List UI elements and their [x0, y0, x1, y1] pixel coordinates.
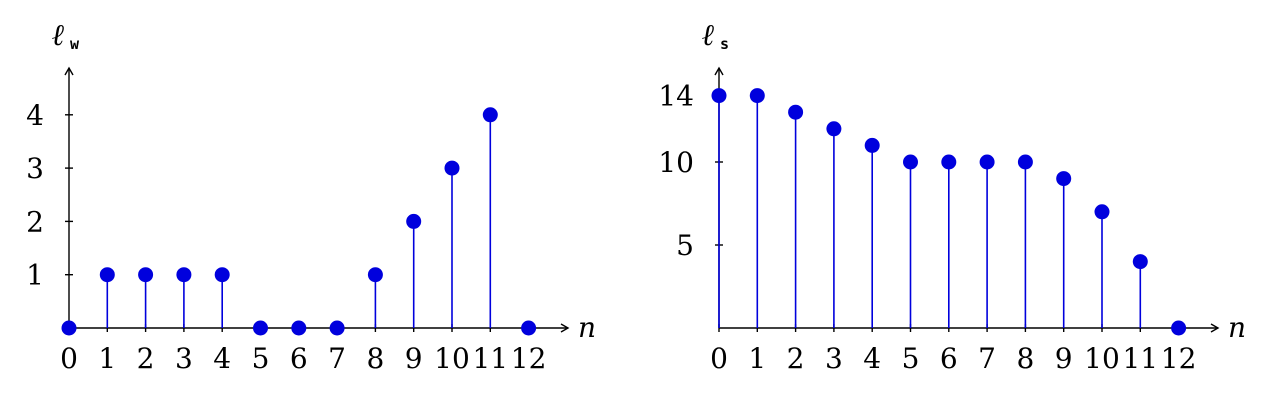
data-point: [406, 213, 422, 229]
x-axis-arrow: [1210, 323, 1220, 333]
x-tick-label: 7: [328, 342, 346, 375]
data-point: [1094, 204, 1110, 220]
x-tick-label: 2: [137, 342, 155, 375]
y-tick-label: 2: [26, 205, 44, 238]
data-point: [941, 154, 957, 170]
data-point: [1056, 171, 1072, 187]
data-point: [138, 267, 154, 283]
x-tick-label: 0: [60, 342, 78, 375]
x-tick-label: 4: [863, 342, 881, 375]
x-tick-label: 3: [175, 342, 193, 375]
data-point: [788, 104, 804, 120]
x-tick-label: 6: [940, 342, 958, 375]
y-tick-label: 3: [26, 152, 44, 185]
x-tick-label: 5: [252, 342, 270, 375]
y-axis-label: ℓ: [52, 18, 65, 53]
x-tick-label: 12: [511, 342, 547, 375]
data-point: [979, 154, 995, 170]
data-point: [711, 88, 727, 104]
x-axis-label: n: [578, 311, 596, 344]
data-point: [1171, 320, 1187, 336]
data-point: [903, 154, 918, 170]
x-tick-label: 4: [213, 342, 231, 375]
x-tick-label: 11: [472, 342, 508, 375]
y-axis-label-subscript: w: [70, 35, 80, 53]
y-axis-label-subscript: s: [720, 35, 729, 53]
x-tick-label: 1: [748, 342, 766, 375]
data-point: [1017, 154, 1033, 170]
data-point: [1132, 254, 1148, 270]
data-point: [864, 137, 880, 153]
data-point: [749, 88, 765, 104]
x-tick-label: 5: [902, 342, 920, 375]
y-tick-label: 5: [676, 229, 694, 262]
data-point: [444, 160, 460, 176]
x-tick-label: 11: [1122, 342, 1158, 375]
x-tick-label: 2: [787, 342, 805, 375]
data-point: [61, 320, 77, 336]
x-tick-label: 8: [366, 342, 384, 375]
x-tick-label: 1: [98, 342, 116, 375]
data-point: [329, 320, 345, 336]
x-tick-label: 6: [290, 342, 308, 375]
y-axis-label: ℓ: [702, 18, 715, 53]
x-tick-label: 9: [405, 342, 423, 375]
y-tick-label: 4: [26, 99, 44, 132]
y-axis-arrow: [714, 66, 724, 76]
x-tick-label: 8: [1016, 342, 1034, 375]
data-point: [482, 107, 498, 123]
data-point: [214, 267, 230, 283]
x-tick-label: 12: [1161, 342, 1197, 375]
x-axis-label: n: [1228, 311, 1246, 344]
y-tick-label: 1: [26, 259, 44, 292]
data-point: [291, 320, 307, 336]
data-point: [826, 121, 842, 137]
y-tick-label: 10: [658, 146, 694, 179]
data-point: [521, 320, 537, 336]
x-tick-label: 7: [978, 342, 996, 375]
x-tick-label: 0: [710, 342, 728, 375]
x-axis-arrow: [560, 323, 570, 333]
data-point: [99, 267, 115, 283]
data-point: [176, 267, 192, 283]
y-tick-label: 14: [658, 80, 694, 113]
y-axis-arrow: [64, 66, 74, 76]
x-tick-label: 9: [1055, 342, 1073, 375]
x-tick-label: 10: [434, 342, 470, 375]
x-tick-label: 3: [825, 342, 843, 375]
x-tick-label: 10: [1084, 342, 1120, 375]
data-point: [253, 320, 268, 336]
data-point: [367, 267, 383, 283]
